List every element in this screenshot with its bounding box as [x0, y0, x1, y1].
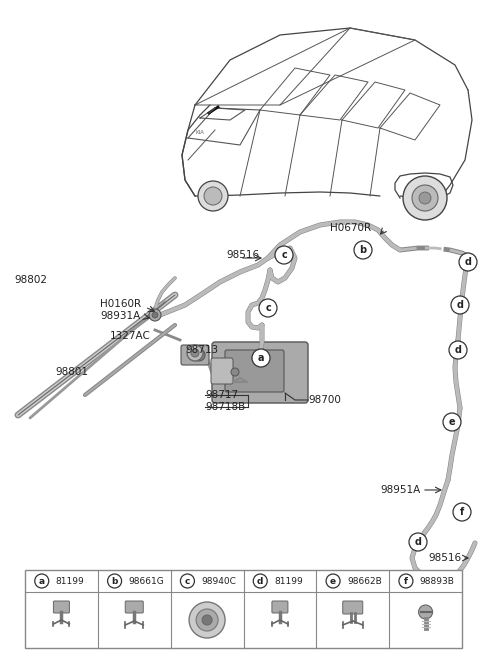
Text: f: f [404, 577, 408, 586]
Text: d: d [455, 345, 461, 355]
Circle shape [191, 349, 199, 357]
Text: d: d [456, 300, 464, 310]
Circle shape [252, 349, 270, 367]
Text: 1327AC: 1327AC [110, 331, 151, 341]
Text: e: e [449, 417, 456, 427]
Text: b: b [111, 577, 118, 586]
FancyBboxPatch shape [211, 358, 233, 384]
Text: 98802: 98802 [14, 275, 47, 285]
Text: KIA: KIA [195, 129, 204, 134]
Circle shape [193, 349, 205, 361]
Text: 98516: 98516 [226, 250, 259, 260]
Text: c: c [281, 250, 287, 260]
FancyBboxPatch shape [225, 350, 284, 392]
Circle shape [399, 574, 413, 588]
Circle shape [443, 413, 461, 431]
Circle shape [196, 609, 218, 631]
Circle shape [152, 312, 158, 318]
Circle shape [231, 368, 239, 376]
Circle shape [419, 192, 431, 204]
Circle shape [275, 246, 293, 264]
Text: c: c [185, 577, 190, 586]
Text: 98661G: 98661G [129, 577, 164, 586]
Text: 98951A: 98951A [380, 485, 420, 495]
Text: 98940C: 98940C [201, 577, 236, 586]
Text: f: f [460, 507, 464, 517]
Circle shape [108, 574, 121, 588]
Text: d: d [415, 537, 421, 547]
Circle shape [202, 615, 212, 625]
Text: 98700: 98700 [308, 395, 341, 405]
Text: 98801: 98801 [55, 367, 88, 377]
Text: 98893B: 98893B [420, 577, 455, 586]
Text: 98516: 98516 [428, 553, 461, 563]
FancyBboxPatch shape [343, 601, 363, 614]
Circle shape [204, 187, 222, 205]
FancyBboxPatch shape [25, 570, 462, 648]
Circle shape [459, 253, 477, 271]
Text: 98662B: 98662B [347, 577, 382, 586]
Text: H0160R: H0160R [100, 299, 141, 309]
Circle shape [259, 299, 277, 317]
Circle shape [354, 241, 372, 259]
Circle shape [409, 533, 427, 551]
Circle shape [451, 296, 469, 314]
Text: c: c [265, 303, 271, 313]
Circle shape [149, 309, 161, 321]
Text: b: b [360, 245, 367, 255]
Text: a: a [258, 353, 264, 363]
Circle shape [198, 181, 228, 211]
Circle shape [326, 574, 340, 588]
Text: 98718B: 98718B [205, 402, 245, 412]
Text: 81199: 81199 [56, 577, 84, 586]
FancyBboxPatch shape [125, 601, 143, 613]
Circle shape [180, 574, 194, 588]
Text: d: d [257, 577, 264, 586]
Circle shape [419, 605, 432, 619]
Circle shape [35, 574, 49, 588]
Circle shape [189, 602, 225, 638]
FancyBboxPatch shape [272, 601, 288, 613]
Text: 98713: 98713 [185, 345, 218, 355]
Circle shape [412, 185, 438, 211]
Circle shape [403, 176, 447, 220]
FancyBboxPatch shape [181, 345, 209, 365]
Text: e: e [330, 577, 336, 586]
Text: 98931A: 98931A [100, 311, 140, 321]
Text: d: d [465, 257, 471, 267]
Circle shape [449, 341, 467, 359]
Text: 81199: 81199 [274, 577, 303, 586]
Text: a: a [39, 577, 45, 586]
Circle shape [453, 503, 471, 521]
Circle shape [187, 345, 203, 361]
FancyBboxPatch shape [212, 342, 308, 403]
Circle shape [253, 574, 267, 588]
FancyBboxPatch shape [53, 601, 70, 613]
Text: 98717: 98717 [205, 390, 238, 400]
Text: H0670R: H0670R [330, 223, 371, 233]
